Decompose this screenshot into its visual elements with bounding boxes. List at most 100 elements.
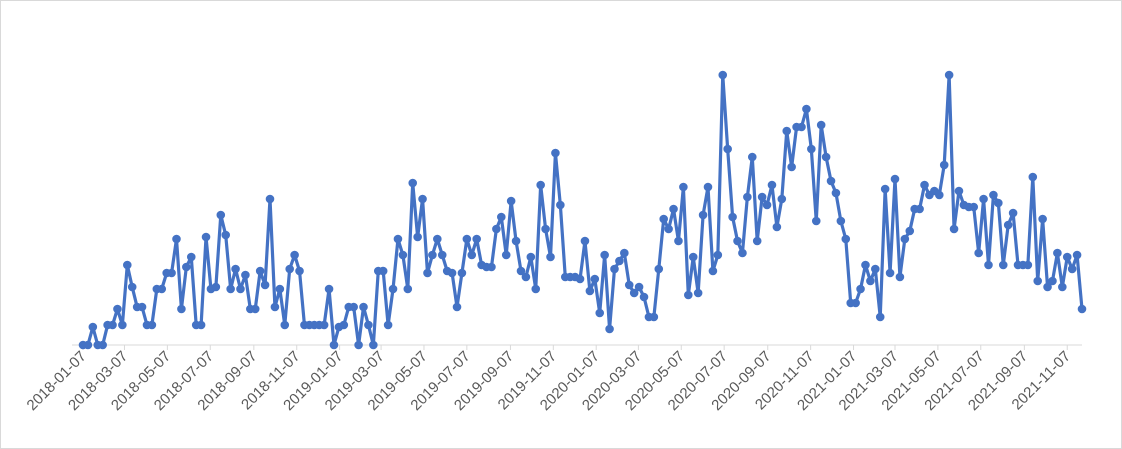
data-point [580, 236, 590, 246]
data-point [492, 224, 501, 234]
data-point [1072, 250, 1082, 260]
data-point [236, 284, 245, 294]
data-point [398, 250, 408, 260]
data-point [979, 194, 988, 204]
data-point [703, 182, 713, 192]
data-point [939, 160, 949, 170]
data-point [762, 200, 772, 210]
data-point [369, 340, 378, 350]
data-point [826, 176, 836, 186]
data-point [851, 298, 860, 308]
data-point [319, 320, 329, 330]
data-point [403, 284, 413, 294]
data-point [856, 284, 865, 294]
data-point [260, 280, 270, 290]
data-point [1053, 248, 1062, 258]
data-point [122, 260, 132, 270]
data-point [688, 252, 698, 262]
data-point [767, 180, 777, 190]
data-point [664, 224, 673, 234]
data-point [137, 302, 147, 312]
data-point [747, 152, 757, 162]
data-point [757, 192, 767, 202]
data-point [295, 266, 304, 276]
data-point [885, 268, 895, 278]
data-point [531, 284, 541, 294]
data-point [1058, 282, 1067, 292]
data-point [556, 200, 565, 210]
data-point [738, 248, 747, 258]
data-point [364, 320, 373, 330]
data-point [905, 226, 915, 236]
data-point [866, 276, 875, 286]
data-point [118, 320, 127, 330]
data-point [497, 212, 506, 222]
series-line [83, 73, 1084, 347]
data-point [378, 266, 388, 276]
data-point [1043, 282, 1052, 292]
data-point [659, 214, 668, 224]
data-point [802, 104, 811, 114]
data-point [285, 264, 294, 274]
data-point [255, 266, 265, 276]
data-point [275, 284, 285, 294]
data-point [974, 248, 983, 258]
data-point [595, 308, 605, 318]
data-point [290, 250, 299, 260]
data-point [811, 216, 821, 226]
data-point [127, 282, 137, 292]
data-point [634, 282, 644, 292]
data-point [654, 264, 664, 274]
data-point [433, 234, 442, 244]
data-point [949, 224, 959, 234]
data-point [147, 320, 157, 330]
data-point [575, 274, 585, 284]
data-point [487, 262, 496, 272]
data-point [536, 180, 545, 190]
data-point [944, 70, 954, 80]
data-point [831, 188, 841, 198]
data-point [280, 320, 290, 330]
data-point [934, 190, 944, 200]
data-point [462, 234, 472, 244]
data-point [880, 184, 890, 194]
data-point [196, 320, 206, 330]
data-point [915, 204, 924, 214]
data-point [521, 272, 531, 282]
data-point [890, 174, 900, 184]
data-point [733, 236, 742, 246]
data-point [452, 302, 462, 312]
data-point [807, 144, 816, 154]
data-point [585, 286, 595, 296]
data-point [457, 268, 467, 278]
data-point [359, 302, 368, 312]
data-point [743, 192, 752, 202]
data-point [629, 288, 639, 298]
data-point [1033, 276, 1043, 286]
data-point [797, 122, 806, 132]
data-point [324, 284, 334, 294]
data-point [777, 194, 787, 204]
data-point [841, 234, 851, 244]
data-point [423, 268, 432, 278]
data-point [674, 236, 683, 246]
data-point [1028, 172, 1038, 182]
data-point [821, 152, 831, 162]
data-point [969, 202, 979, 212]
data-point [516, 266, 526, 276]
data-point [83, 340, 93, 350]
data-point [900, 234, 910, 244]
data-point [989, 190, 998, 200]
data-point [88, 322, 98, 332]
data-point [447, 268, 457, 278]
data-point [752, 236, 762, 246]
data-point [393, 234, 403, 244]
data-point [250, 304, 260, 314]
data-point [1062, 252, 1072, 262]
data-point [216, 210, 226, 220]
data-point [501, 250, 511, 260]
data-point [418, 194, 427, 204]
data-point [698, 210, 708, 220]
data-point [679, 182, 688, 192]
